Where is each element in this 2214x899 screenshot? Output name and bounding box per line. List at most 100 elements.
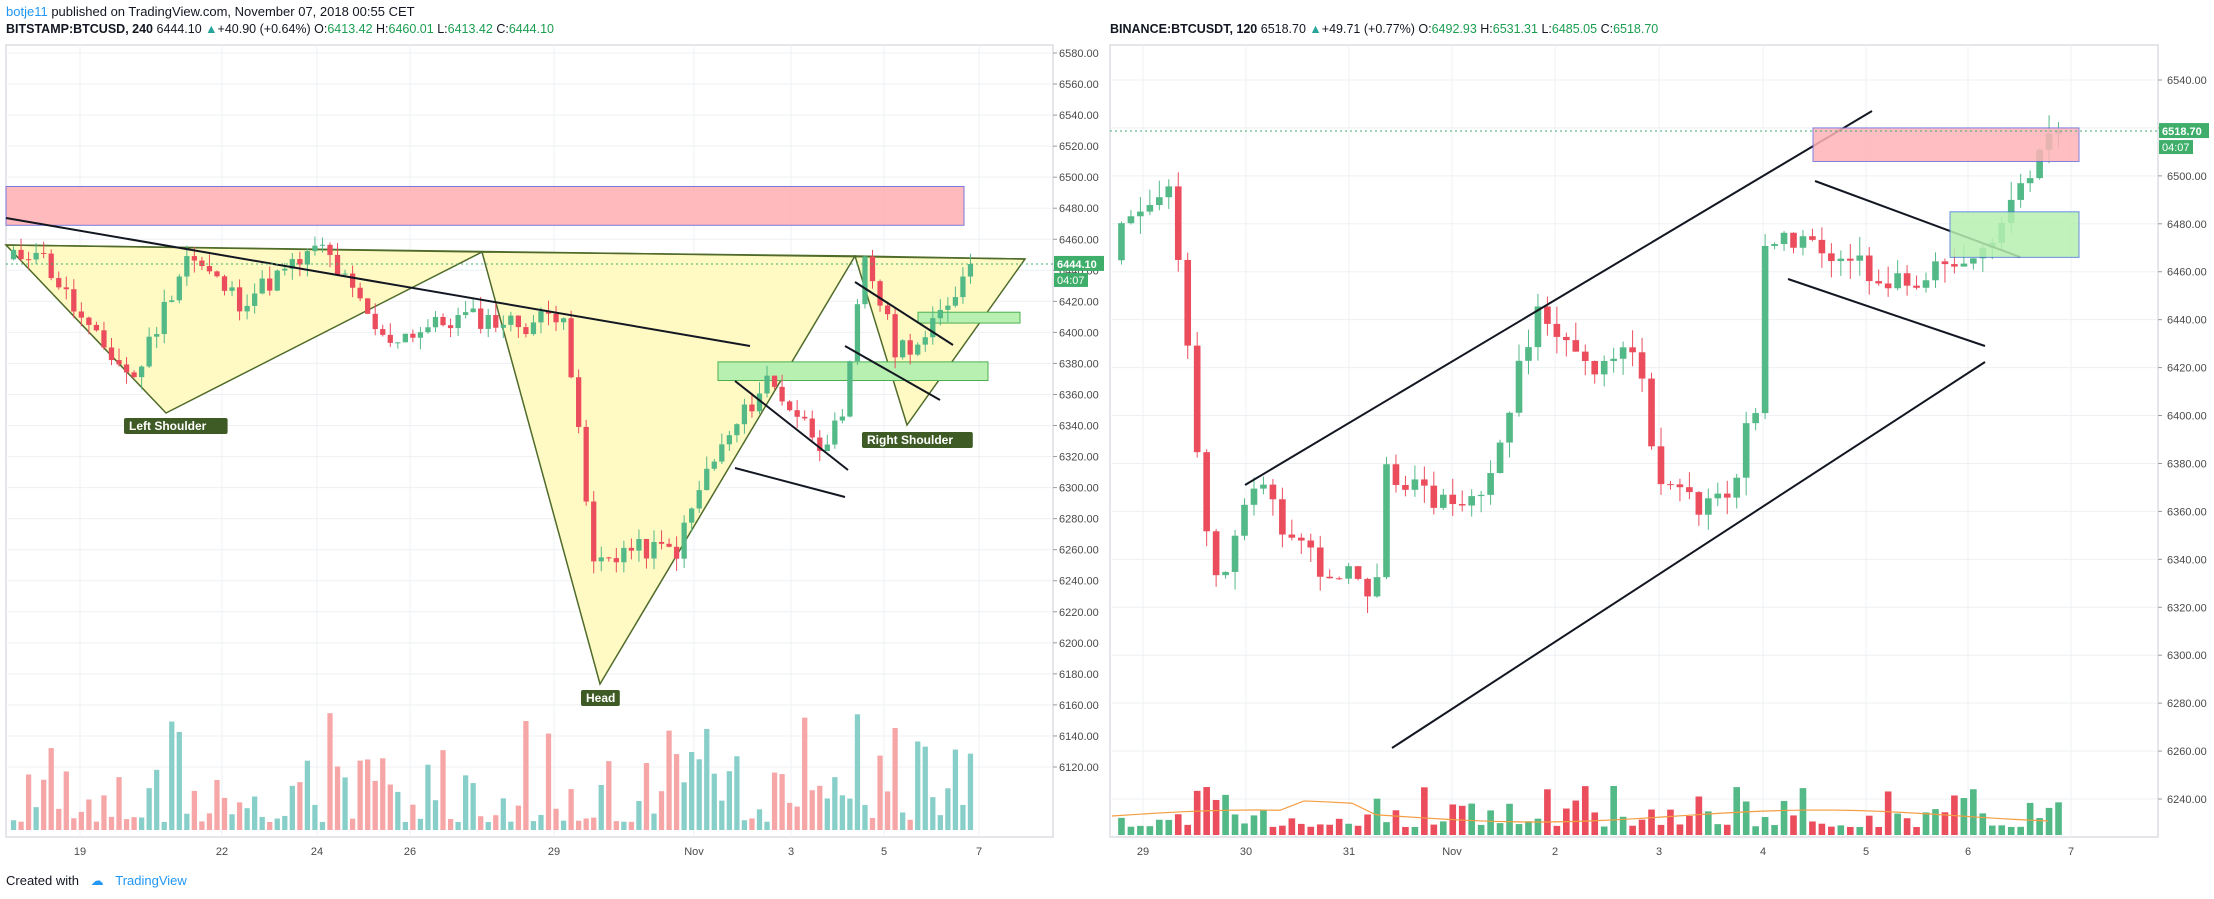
right-chart-frame — [1109, 44, 2159, 838]
left-volume-bar — [530, 821, 537, 830]
right-candle — [1146, 205, 1154, 212]
left-candle — [764, 375, 770, 394]
left-volume-bar — [221, 797, 228, 830]
left-candle — [18, 249, 24, 260]
right-candle — [1894, 273, 1901, 289]
right-volume-bar — [1742, 801, 1750, 835]
right-candle — [1439, 494, 1447, 508]
right-volume-bar — [1771, 825, 1778, 835]
left-candle — [802, 416, 808, 419]
left-volume-bar — [176, 731, 182, 830]
right-volume-bar — [1544, 789, 1551, 835]
right-volume-bar — [1714, 824, 1722, 835]
left-candle — [138, 366, 145, 378]
right-candle — [1496, 442, 1504, 474]
left-volume-bar — [71, 818, 77, 830]
right-y-tick-label: 6420.00 — [2167, 363, 2207, 375]
left-volume-bar — [146, 788, 152, 830]
right-candle — [1203, 452, 1210, 532]
right-volume-bar — [1118, 817, 1125, 835]
left-candle — [221, 276, 228, 291]
right-volume-bar — [1250, 815, 1258, 835]
right-channel-upper-line — [1244, 110, 1873, 486]
tradingview-logo-icon[interactable]: ☁ — [90, 873, 104, 888]
left-volume-bar — [809, 790, 815, 830]
left-candle — [583, 426, 589, 502]
right-candle — [1752, 413, 1759, 424]
right-candle — [1856, 255, 1864, 261]
right-volume-bar — [1790, 815, 1797, 835]
left-candle — [726, 435, 732, 445]
right-volume-bar — [1392, 810, 1400, 835]
left-y-tick-label: 6140.00 — [1059, 731, 1099, 743]
right-volume-bar — [1865, 815, 1873, 835]
right-volume-bar — [1279, 825, 1286, 835]
right-last: 6518.70 — [1260, 22, 1306, 36]
left-volume-bar — [689, 752, 695, 830]
left-volume-bar — [101, 795, 107, 830]
left-volume-bar — [319, 821, 326, 830]
left-volume-bar — [884, 791, 891, 830]
author-link[interactable]: botje11 — [6, 4, 48, 19]
left-candle — [719, 444, 725, 462]
left-x-tick-label: 24 — [311, 846, 323, 858]
left-volume-bar — [432, 800, 439, 830]
right-volume-bar — [1477, 824, 1485, 835]
right-volume-bar — [1487, 810, 1494, 835]
left-y-tick-label: 6520.00 — [1059, 141, 1099, 153]
left-low: 6413.42 — [447, 22, 493, 36]
right-volume-bar — [1269, 826, 1277, 835]
left-volume-bar — [651, 813, 657, 830]
right-support-zone — [1949, 211, 2080, 258]
left-candle — [485, 315, 491, 329]
left-volume-bar — [628, 821, 635, 830]
left-candle — [952, 297, 959, 306]
left-price-tag-bg — [1054, 255, 1104, 271]
left-volume-bar — [327, 713, 333, 830]
left-candle — [41, 252, 47, 254]
up-arrow-icon: ▲ — [205, 22, 218, 36]
right-y-tick-label: 6480.00 — [2167, 219, 2207, 231]
footer: Created with ☁ TradingView — [6, 873, 187, 889]
left-volume-bar — [658, 791, 665, 830]
left-candle — [455, 315, 461, 329]
right-volume-bar — [1629, 825, 1636, 835]
left-candle — [282, 268, 288, 271]
right-volume-bar — [1174, 814, 1182, 835]
right-symbol[interactable]: BINANCE:BTCUSDT — [1110, 22, 1230, 36]
left-candle — [56, 278, 62, 288]
left-candle — [523, 327, 529, 335]
right-volume-bar — [1619, 816, 1627, 835]
left-candle — [387, 334, 393, 343]
right-volume-bar — [1430, 824, 1438, 835]
left-candle — [78, 311, 84, 318]
left-candle — [236, 287, 243, 312]
right-y-tick-label: 6500.00 — [2167, 171, 2207, 183]
left-candle — [500, 324, 506, 328]
left-volume-bar — [274, 818, 280, 830]
left-candle — [25, 259, 32, 261]
tradingview-link[interactable]: TradingView — [115, 873, 187, 888]
left-candle — [199, 260, 205, 267]
right-volume-bar — [1383, 822, 1390, 835]
right-y-tick-label: 6300.00 — [2167, 650, 2207, 662]
right-low: 6485.05 — [1551, 22, 1598, 36]
right-interval: 120 — [1236, 22, 1258, 36]
left-flag-lower-line — [734, 467, 846, 498]
left-volume-bar — [892, 727, 898, 830]
right-candle — [1477, 494, 1485, 497]
right-volume-bar — [1610, 785, 1617, 835]
right-volume-bar — [1326, 824, 1334, 835]
right-y-tick-label: 6260.00 — [2167, 746, 2207, 758]
left-symbol[interactable]: BITSTAMP:BTCUSD — [6, 22, 126, 36]
left-volume-bar — [621, 821, 627, 830]
right-volume-bar — [1581, 786, 1589, 835]
left-y-tick-label: 6220.00 — [1059, 607, 1099, 619]
left-volume-bar — [945, 788, 951, 830]
right-volume-bar — [1695, 796, 1703, 835]
left-volume-bar — [184, 813, 190, 830]
left-candle — [131, 372, 137, 378]
left-volume-bar — [56, 808, 62, 830]
left-candle — [907, 340, 913, 355]
